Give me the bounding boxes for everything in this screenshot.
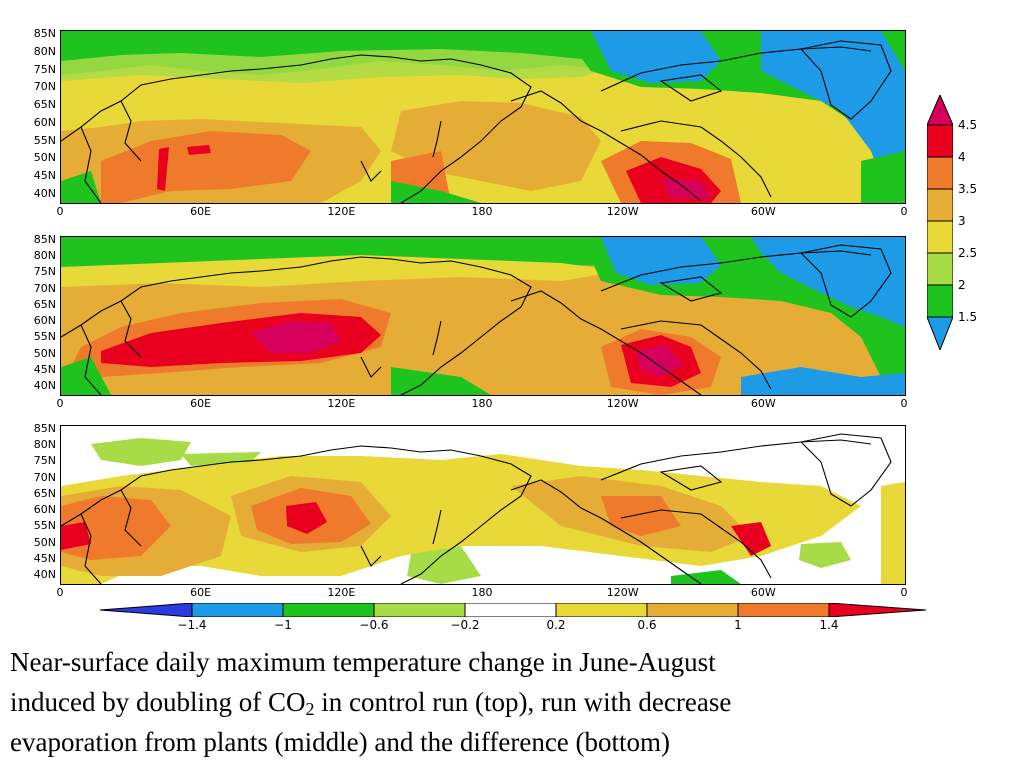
colorbar-main-label: 4.5: [958, 118, 978, 132]
colorbar-difference-label: −1.4: [177, 618, 207, 632]
longitude-label: 120E: [327, 397, 356, 410]
latitude-label: 50N: [33, 346, 56, 360]
latitude-label: 65N: [33, 98, 56, 112]
latitude-label: 70N: [33, 470, 56, 484]
colorbar-difference-label: −1: [274, 618, 292, 632]
latitude-label: 55N: [33, 133, 56, 147]
latitude-label: 60N: [33, 503, 56, 517]
colorbar-main-label: 1.5: [958, 310, 978, 324]
colorbar-main-label: 4: [958, 150, 966, 164]
longitude-label: 120W: [606, 397, 639, 410]
latitude-label: 45N: [33, 169, 56, 183]
latitude-label: 75N: [33, 265, 56, 279]
longitude-label: 60E: [190, 586, 212, 599]
latitude-label: 75N: [33, 62, 56, 76]
colorbar-main-label: 3.5: [958, 182, 978, 196]
longitude-label: 60W: [750, 586, 776, 599]
longitude-label: 60E: [190, 397, 212, 410]
latitude-label: 70N: [33, 80, 56, 94]
longitude-label: 180: [471, 205, 493, 218]
temperature-map-decreased-evaporation: [61, 237, 905, 395]
map-panel-control-run: [60, 30, 906, 204]
latitude-label: 70N: [33, 281, 56, 295]
longitude-label: 0: [56, 397, 64, 410]
colorbar-difference-label: 0.2: [546, 618, 566, 632]
latitude-label: 40N: [33, 568, 56, 581]
longitude-label: 60W: [750, 397, 776, 410]
longitude-label: 60E: [190, 205, 212, 218]
latitude-label: 85N: [33, 233, 56, 246]
longitude-label: 0: [900, 205, 908, 218]
caption-line-2: induced by doubling of CO2 in control ru…: [10, 687, 732, 719]
latitude-label: 65N: [33, 486, 56, 500]
colorbar-main: [927, 95, 953, 350]
colorbar-difference-label: −0.6: [359, 618, 389, 632]
latitude-label: 65N: [33, 297, 56, 311]
caption-line-1: Near-surface daily maximum temperature c…: [10, 647, 716, 677]
latitude-label: 60N: [33, 115, 56, 129]
latitude-label: 45N: [33, 551, 56, 565]
latitude-label: 50N: [33, 535, 56, 549]
latitude-label: 40N: [33, 379, 56, 392]
longitude-label: 180: [471, 586, 493, 599]
map-panel-difference: [60, 425, 906, 585]
latitude-label: 55N: [33, 519, 56, 533]
latitude-label: 60N: [33, 314, 56, 328]
longitude-label: 180: [471, 397, 493, 410]
longitude-label: 120W: [606, 586, 639, 599]
colorbar-difference: [100, 603, 926, 617]
colorbar-main-label: 2: [958, 278, 966, 292]
longitude-label: 0: [900, 586, 908, 599]
latitude-label: 80N: [33, 249, 56, 263]
longitude-label: 120E: [327, 205, 356, 218]
longitude-label: 60W: [750, 205, 776, 218]
longitude-label: 0: [900, 397, 908, 410]
latitude-label: 55N: [33, 330, 56, 344]
colorbar-difference-label: −0.2: [450, 618, 480, 632]
colorbar-difference-label: 0.6: [637, 618, 657, 632]
temperature-difference-map: [61, 426, 905, 584]
latitude-label: 40N: [33, 187, 56, 200]
latitude-label: 45N: [33, 362, 56, 376]
caption-line-3: evaporation from plants (middle) and the…: [10, 727, 671, 757]
latitude-label: 80N: [33, 44, 56, 58]
colorbar-main-label: 2.5: [958, 246, 978, 260]
map-panel-decreased-evaporation: [60, 236, 906, 396]
colorbar-main-label: 3: [958, 214, 966, 228]
longitude-label: 120E: [327, 586, 356, 599]
latitude-label: 75N: [33, 454, 56, 468]
latitude-label: 85N: [33, 422, 56, 435]
figure-caption: Near-surface daily maximum temperature c…: [10, 642, 1020, 762]
latitude-label: 50N: [33, 151, 56, 165]
latitude-label: 80N: [33, 438, 56, 452]
latitude-label: 85N: [33, 27, 56, 40]
colorbar-difference-label: 1: [734, 618, 742, 632]
longitude-label: 120W: [606, 205, 639, 218]
longitude-label: 0: [56, 205, 64, 218]
temperature-map-control: [61, 31, 905, 203]
longitude-label: 0: [56, 586, 64, 599]
colorbar-difference-label: 1.4: [819, 618, 839, 632]
